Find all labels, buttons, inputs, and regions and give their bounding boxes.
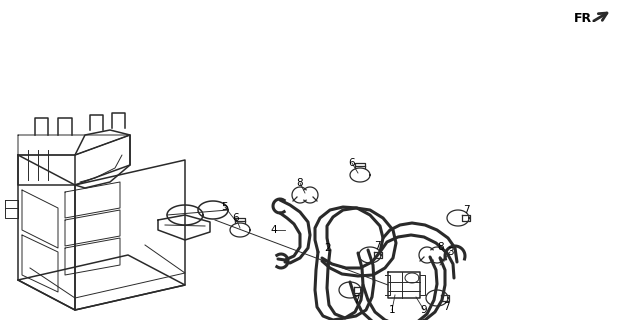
Text: 8: 8 <box>438 242 444 252</box>
Text: 5: 5 <box>221 202 228 212</box>
Text: 7: 7 <box>463 205 470 215</box>
Text: 4: 4 <box>271 225 277 235</box>
Text: 3: 3 <box>447 247 453 257</box>
Text: 6: 6 <box>233 213 239 223</box>
Text: 7: 7 <box>353 295 360 305</box>
Text: 7: 7 <box>443 302 449 312</box>
Text: FR.: FR. <box>574 12 597 25</box>
Text: 1: 1 <box>389 305 396 315</box>
Text: 6: 6 <box>349 158 355 168</box>
Text: 7: 7 <box>374 241 380 251</box>
Text: 9: 9 <box>420 305 427 315</box>
Text: 8: 8 <box>297 178 304 188</box>
Text: 2: 2 <box>325 243 332 253</box>
